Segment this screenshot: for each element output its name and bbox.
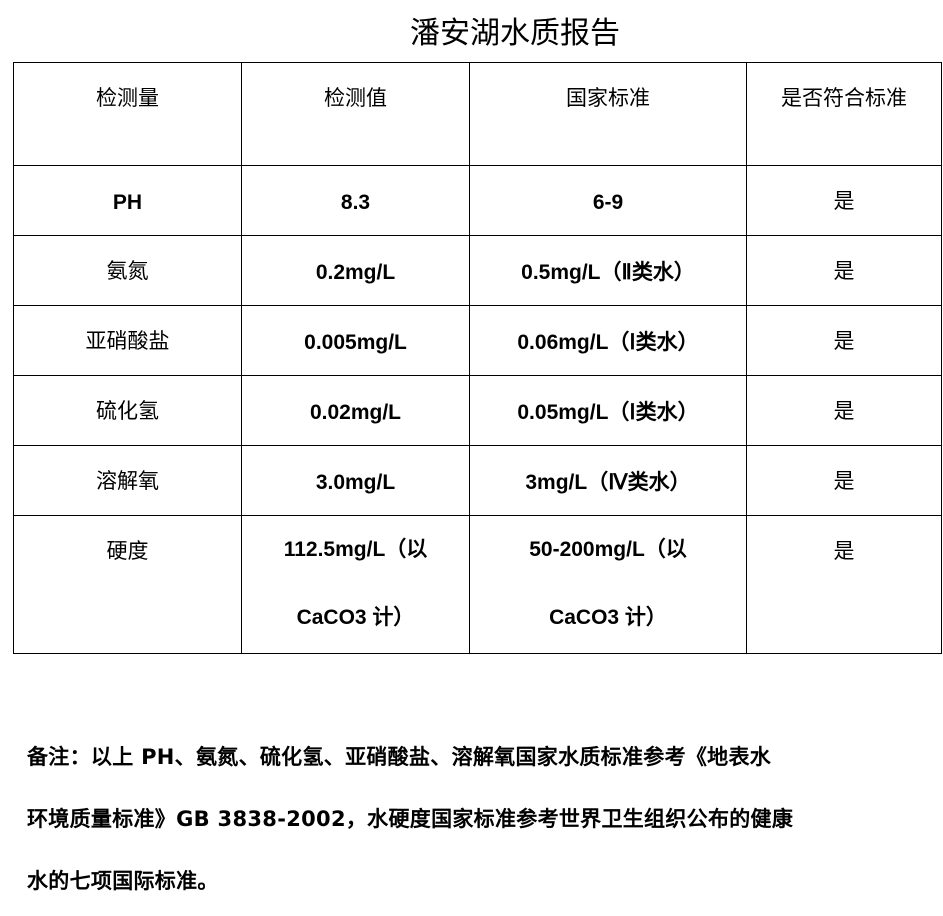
cell-compliant: 是 [746,165,942,236]
cell-value: 8.3 [241,165,470,236]
cell-value: 0.2mg/L [241,235,470,306]
cell-standard: 0.05mg/L（Ⅰ类水） [469,375,747,446]
table-row: 硫化氢 0.02mg/L 0.05mg/L（Ⅰ类水） 是 [13,375,942,446]
cell-value: 3.0mg/L [241,445,470,516]
table-header-row: 检测量 检测值 国家标准 是否符合标准 [13,62,942,166]
table-row: 硬度 112.5mg/L（以CaCO3 计） 50-200mg/L（以CaCO3… [13,515,942,654]
cell-item: 氨氮 [13,235,242,306]
cell-item: 硬度 [13,515,242,654]
cell-compliant: 是 [746,445,942,516]
cell-standard: 6-9 [469,165,747,236]
table-row: 亚硝酸盐 0.005mg/L 0.06mg/L（Ⅰ类水） 是 [13,305,942,376]
cell-item: 硫化氢 [13,375,242,446]
header-compliant: 是否符合标准 [746,62,942,166]
footnote-line: 环境质量标准》GB 3838-2002，水硬度国家标准参考世界卫生组织公布的健康 [27,807,794,831]
footnote: 备注：以上 PH、氨氮、硫化氢、亚硝酸盐、溶解氧国家水质标准参考《地表水 环境质… [27,730,793,916]
table-row: 溶解氧 3.0mg/L 3mg/L（Ⅳ类水） 是 [13,445,942,516]
footnote-line: 水的七项国际标准。 [27,869,219,893]
footnote-line: 备注：以上 PH、氨氮、硫化氢、亚硝酸盐、溶解氧国家水质标准参考《地表水 [27,745,772,769]
water-quality-table: 检测量 检测值 国家标准 是否符合标准 PH 8.3 6-9 是 氨氮 0.2m… [13,62,942,654]
cell-standard: 50-200mg/L（以CaCO3 计） [469,515,747,654]
cell-value: 0.02mg/L [241,375,470,446]
cell-compliant: 是 [746,515,942,654]
table-row: 氨氮 0.2mg/L 0.5mg/L（Ⅱ类水） 是 [13,235,942,306]
cell-compliant: 是 [746,375,942,446]
table-row: PH 8.3 6-9 是 [13,165,942,236]
cell-standard: 3mg/L（Ⅳ类水） [469,445,747,516]
cell-item: 溶解氧 [13,445,242,516]
page-title: 潘安湖水质报告 [410,16,620,51]
header-item: 检测量 [13,62,242,166]
cell-standard: 0.06mg/L（Ⅰ类水） [469,305,747,376]
cell-compliant: 是 [746,235,942,306]
cell-value: 112.5mg/L（以CaCO3 计） [241,515,470,654]
header-value: 检测值 [241,62,470,166]
cell-compliant: 是 [746,305,942,376]
cell-item: 亚硝酸盐 [13,305,242,376]
cell-value: 0.005mg/L [241,305,470,376]
header-standard: 国家标准 [469,62,747,166]
cell-standard: 0.5mg/L（Ⅱ类水） [469,235,747,306]
cell-item: PH [13,165,242,236]
